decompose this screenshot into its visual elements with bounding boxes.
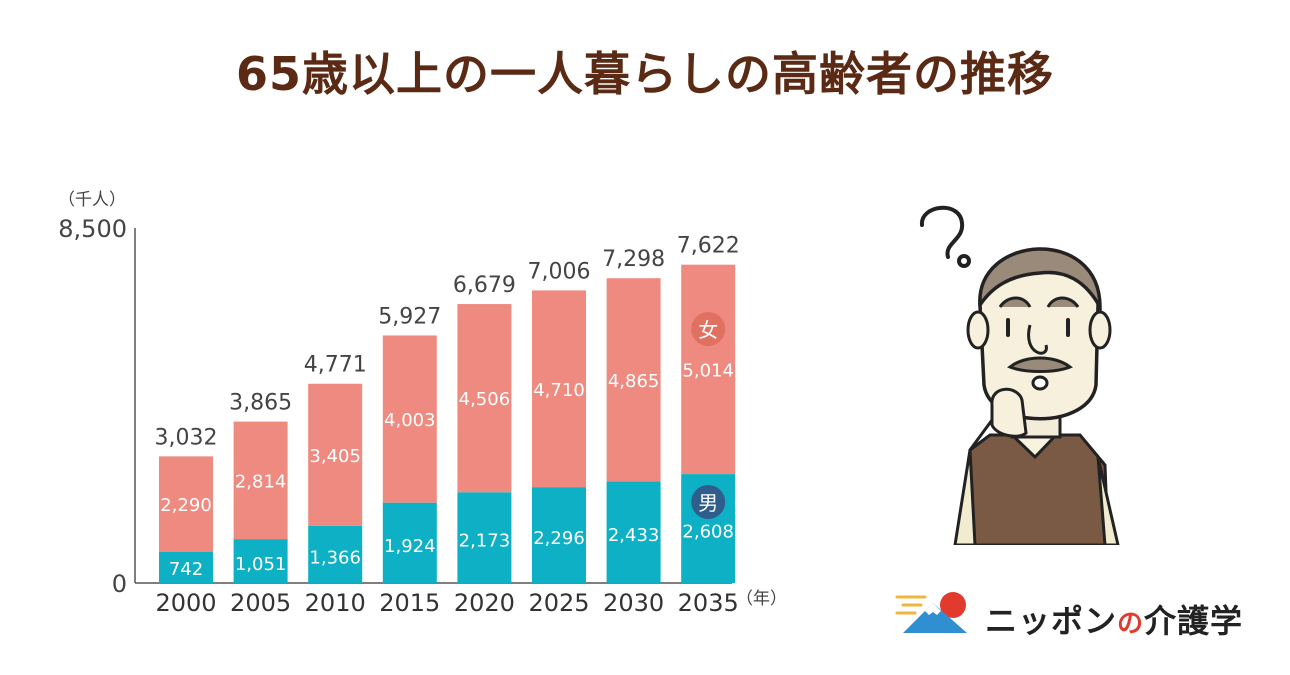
- total-label: 4,771: [304, 353, 367, 378]
- bar-female-2015: [382, 335, 437, 503]
- bar-male-2010: [308, 525, 363, 583]
- total-label: 7,622: [677, 234, 740, 259]
- bar-male-2020: [457, 492, 512, 583]
- y-unit-label: （千人）: [58, 190, 126, 210]
- bar-male-2015: [382, 502, 437, 583]
- male-value-label: 2,608: [682, 522, 734, 543]
- stacked-bar-chart: 0 8,500 （千人） （年） 2000 3,032 742 2,290 2005 3,865…: [58, 190, 787, 617]
- total-label: 3,865: [229, 391, 292, 416]
- chart-bars: [159, 264, 736, 583]
- bar-female-2020: [457, 304, 512, 493]
- female-value-label: 4,506: [459, 389, 511, 410]
- male-value-label: 1,366: [309, 547, 361, 568]
- brand-logo-mark: [895, 592, 967, 633]
- female-value-label: 5,014: [682, 360, 734, 381]
- total-label: 6,679: [453, 273, 516, 298]
- bar-male-2030: [606, 481, 661, 583]
- bar-female-2025: [532, 290, 586, 488]
- legend-female-badge: [691, 312, 726, 346]
- x-tick-label: 2000: [155, 589, 216, 617]
- x-tick-label: 2005: [230, 589, 291, 617]
- female-value-label: 2,290: [160, 495, 212, 516]
- total-label: 7,006: [528, 259, 591, 284]
- chart-labels: 2000 3,032 742 2,290 2005 3,865 1,051 2,814 2010…: [155, 234, 740, 617]
- x-tick-label: 2030: [603, 589, 664, 617]
- legend-male-label: 男: [698, 491, 718, 515]
- x-tick-label: 2010: [305, 589, 366, 617]
- male-value-label: 2,296: [533, 528, 585, 549]
- page-title: 65歳以上の一人暮らしの高齢者の推移: [235, 47, 1054, 101]
- brand-name: ニッポンの介護学: [985, 596, 1243, 642]
- brand-name-part2: の: [1117, 609, 1145, 639]
- female-value-label: 2,814: [235, 471, 287, 492]
- total-label: 7,298: [602, 247, 665, 272]
- female-value-label: 4,865: [608, 371, 660, 392]
- bar-female-2030: [606, 278, 661, 482]
- y-tick-label: 0: [112, 570, 127, 598]
- female-value-label: 4,710: [533, 380, 585, 401]
- male-value-label: 1,924: [384, 536, 436, 557]
- x-tick-label: 2020: [454, 589, 515, 617]
- bar-female-2035: [681, 264, 736, 475]
- bar-female-2000: [159, 456, 213, 553]
- bar-female-2005: [233, 421, 288, 540]
- bar-female-2010: [308, 383, 363, 526]
- bar-male-2025: [532, 487, 586, 583]
- x-unit-label: （年）: [736, 589, 787, 609]
- brand-name-part1: ニッポン: [985, 602, 1118, 640]
- total-label: 3,032: [155, 425, 218, 450]
- male-value-label: 2,173: [459, 531, 511, 552]
- male-value-label: 742: [169, 559, 203, 580]
- female-value-label: 4,003: [384, 410, 436, 431]
- legend-female-label: 女: [698, 318, 718, 342]
- male-value-label: 1,051: [235, 554, 287, 575]
- x-tick-label: 2015: [379, 589, 440, 617]
- bar-male-2005: [233, 539, 288, 583]
- question-mark-icon: [920, 205, 971, 268]
- male-value-label: 2,433: [608, 525, 660, 546]
- x-tick-label: 2025: [528, 589, 589, 617]
- total-label: 5,927: [378, 304, 441, 329]
- x-tick-label: 2035: [678, 589, 739, 617]
- bar-male-2000: [159, 552, 213, 583]
- female-value-label: 3,405: [309, 446, 361, 467]
- legend-male-badge: [691, 485, 726, 519]
- y-tick-label: 8,500: [58, 215, 127, 243]
- brand-name-part3: 介護学: [1144, 602, 1244, 640]
- puzzled-elderly-man-illustration: [920, 205, 1120, 545]
